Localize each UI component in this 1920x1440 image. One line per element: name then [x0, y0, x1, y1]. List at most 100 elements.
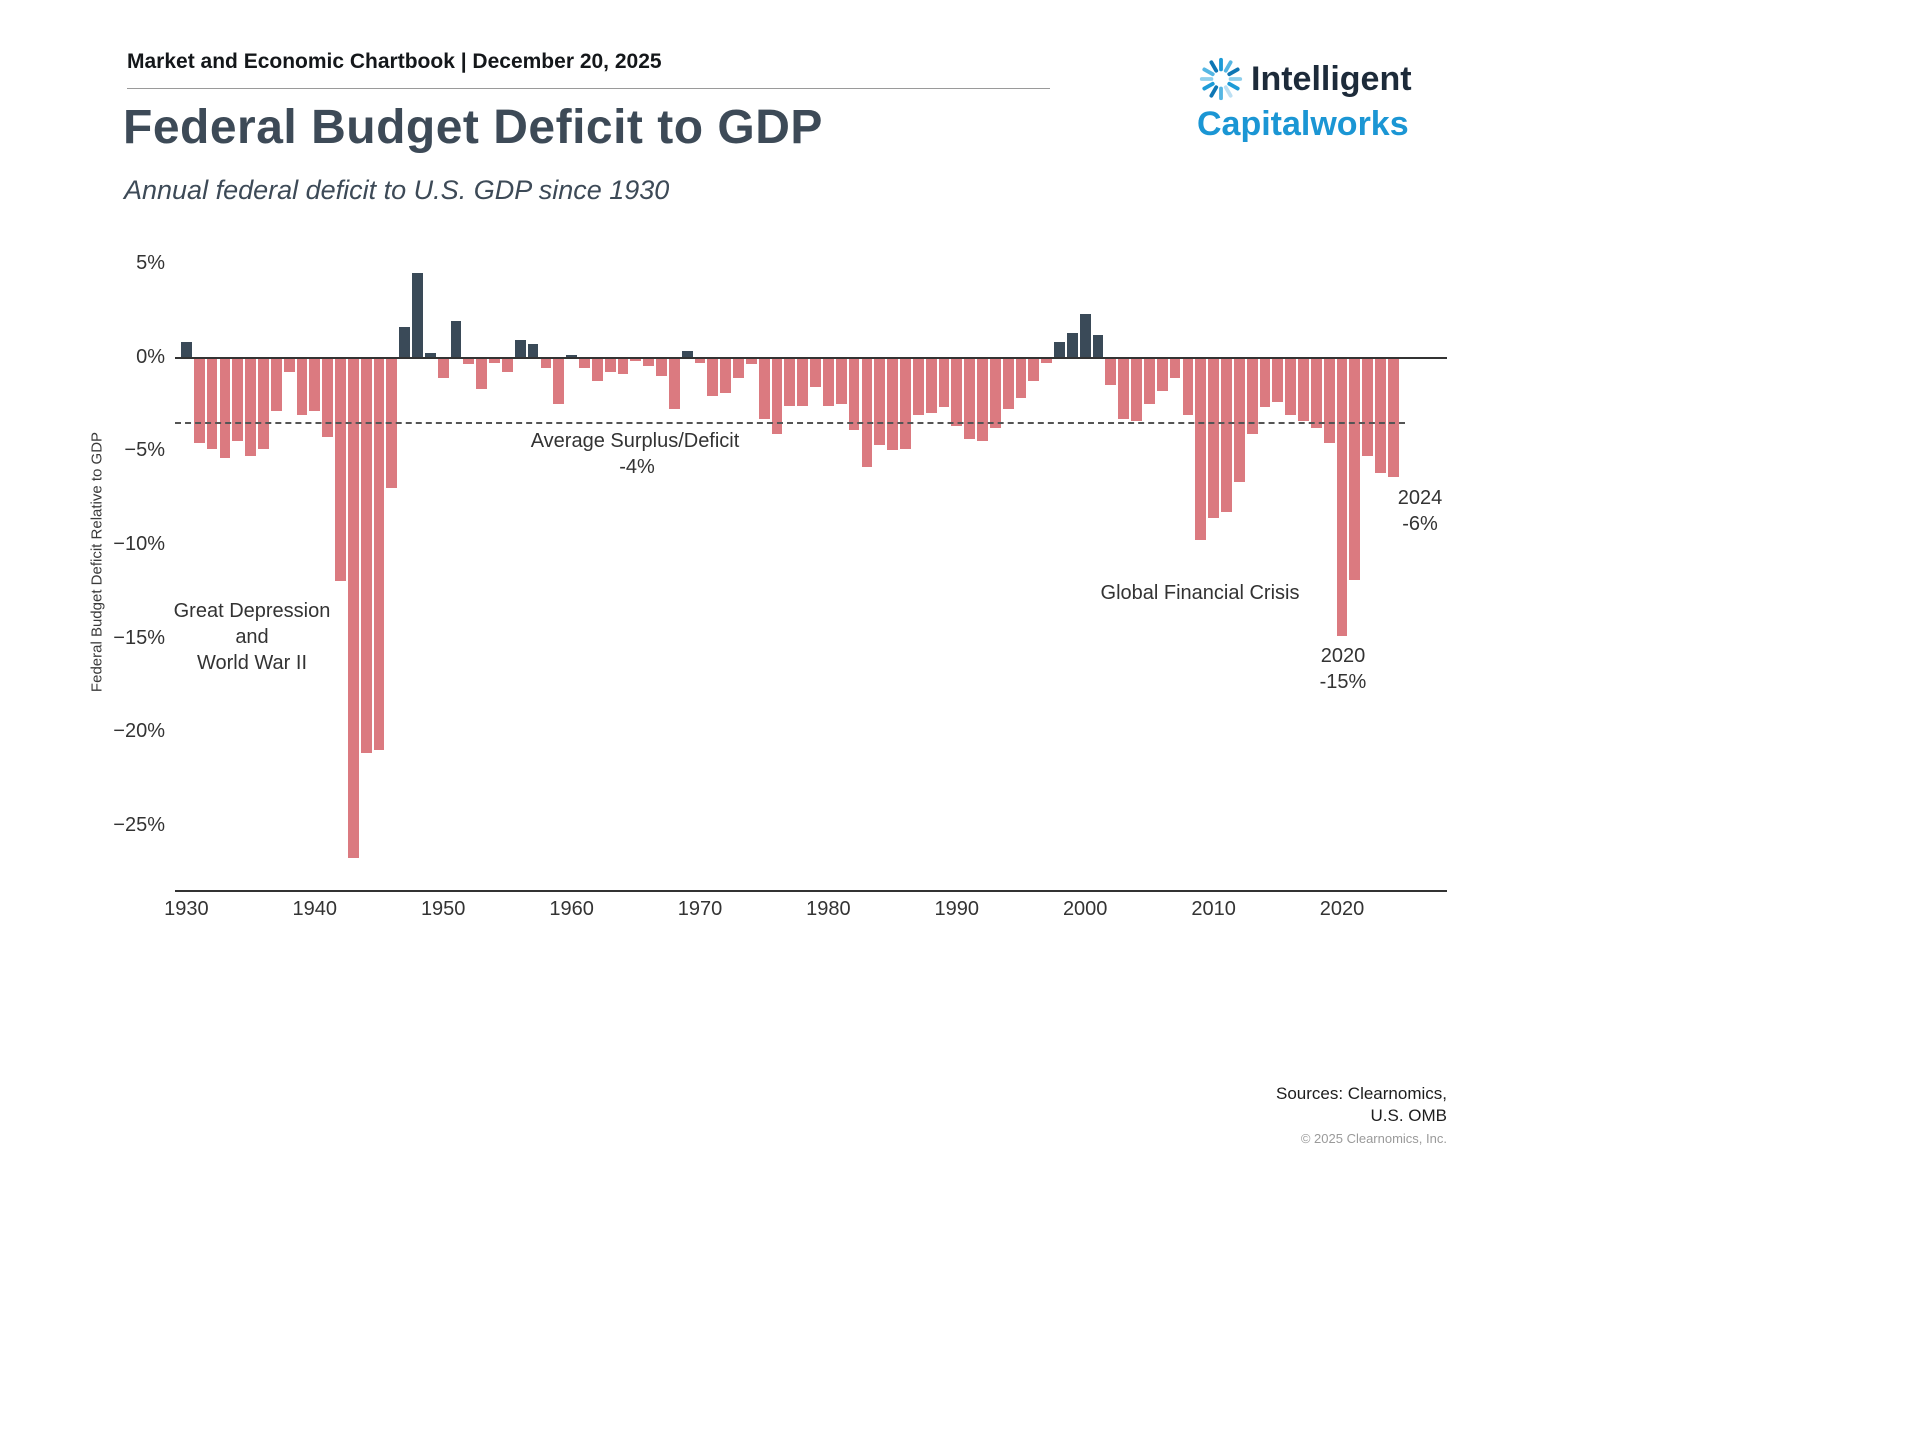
bar-1996: [1028, 356, 1040, 382]
bar-2005: [1144, 356, 1155, 404]
bar-1930: [181, 342, 192, 357]
x-tick-1980: 1980: [806, 898, 851, 920]
x-tick-2000: 2000: [1062, 898, 1108, 920]
copyright: © 2025 Clearnomics, Inc.: [1300, 1131, 1447, 1146]
bar-2022: [1362, 356, 1374, 457]
bar-2024: [1387, 356, 1399, 477]
y-tick--5: −5%: [124, 439, 165, 462]
y-tick--15: −15%: [113, 626, 165, 649]
x-tick-1990: 1990: [934, 898, 980, 920]
bar-1949: [424, 353, 436, 357]
x-tick-2020: 2020: [1319, 898, 1365, 920]
bar-1957: [527, 343, 539, 357]
bar-1975: [758, 356, 770, 419]
bar-1948: [412, 272, 423, 357]
bar-1997: [1041, 356, 1053, 363]
bar-1992: [977, 356, 988, 442]
x-tick-1950: 1950: [420, 898, 466, 920]
bar-2018: [1310, 356, 1322, 429]
starburst-icon: [1199, 57, 1243, 101]
x-tick-1960: 1960: [549, 898, 594, 920]
y-tick--20: −20%: [113, 720, 165, 743]
bar-1944: [360, 356, 372, 754]
page-subtitle: Annual federal deficit to U.S. GDP since…: [124, 175, 670, 205]
bar-1970: [694, 356, 706, 363]
header-divider: [127, 88, 1050, 89]
bar-1990: [951, 356, 963, 427]
page-title: Federal Budget Deficit to GDP: [123, 101, 823, 154]
annotation-2024: 2024 -6%: [1397, 487, 1443, 535]
bar-1947: [399, 327, 411, 357]
annotation-gfc: Global Financial Crisis: [1100, 582, 1300, 604]
bar-2011: [1221, 356, 1232, 513]
bar-1939: [296, 356, 308, 415]
bar-2010: [1208, 356, 1219, 518]
bar-2009: [1195, 356, 1207, 541]
bar-2013: [1246, 356, 1258, 434]
sources-block: Sources: Clearnomics, U.S. OMB © 2025 Cl…: [1276, 1083, 1447, 1146]
bar-2002: [1105, 356, 1117, 386]
annotation-2020: 2020 -15%: [1319, 645, 1367, 693]
bar-2012: [1233, 356, 1245, 483]
x-tick-1940: 1940: [292, 898, 338, 920]
bar-1937: [270, 356, 282, 412]
bar-2016: [1285, 356, 1297, 415]
bar-2007: [1169, 356, 1181, 378]
bar-1983: [861, 356, 873, 468]
bar-1971: [707, 356, 719, 397]
bar-1968: [668, 356, 680, 410]
y-tick-0: 0%: [136, 345, 165, 368]
bar-1998: [1054, 342, 1065, 357]
bar-2008: [1182, 356, 1194, 415]
bar-1999: [1066, 332, 1078, 357]
bar-1966: [643, 356, 655, 367]
x-tick-1930: 1930: [164, 898, 209, 920]
zero-axis-line: [175, 356, 1447, 359]
sources-line2: U.S. OMB: [1370, 1106, 1447, 1125]
bar-1934: [232, 356, 244, 442]
bar-1976: [771, 356, 783, 434]
annotation-great-depression: Great Depression and World War II: [173, 600, 331, 674]
x-tick-2010: 2010: [1191, 898, 1236, 920]
bar-1938: [283, 356, 295, 372]
bar-1974: [745, 356, 757, 365]
bar-1945: [373, 356, 385, 750]
brand-name-top: Intelligent: [1251, 60, 1412, 98]
y-tick-5: 5%: [136, 252, 165, 275]
bar-1981: [835, 356, 847, 404]
bar-1985: [887, 356, 898, 451]
bar-1987: [912, 356, 924, 415]
bar-2000: [1079, 313, 1091, 357]
bar-1967: [656, 356, 667, 376]
y-tick--10: −10%: [113, 533, 165, 555]
bar-2021: [1349, 356, 1361, 580]
bar-2001: [1092, 334, 1104, 357]
bottom-axis-line: [175, 890, 1447, 892]
bar-1963: [604, 356, 616, 372]
bar-2023: [1375, 356, 1386, 473]
bar-2017: [1298, 356, 1309, 421]
bar-2004: [1131, 356, 1142, 421]
bar-1982: [848, 356, 860, 430]
bar-1961: [579, 356, 590, 369]
bar-1977: [784, 356, 796, 406]
bar-1950: [437, 356, 449, 378]
chartbook-header: Market and Economic Chartbook | December…: [127, 50, 662, 73]
bar-2019: [1323, 356, 1335, 443]
bar-1942: [335, 356, 346, 582]
bar-1941: [322, 356, 334, 438]
bar-1995: [1015, 356, 1027, 399]
plot-area: [175, 253, 1447, 892]
sources-line1: Sources: Clearnomics,: [1275, 1084, 1447, 1103]
annotation-average-label: Average Surplus/Deficit: [530, 430, 740, 452]
bar-1952: [463, 356, 475, 365]
bar-1951: [450, 321, 462, 357]
bar-1984: [874, 356, 886, 445]
bar-1943: [347, 356, 359, 859]
bar-1980: [823, 356, 834, 406]
y-axis-title: Federal Budget Deficit Relative to GDP: [88, 431, 106, 693]
bar-1978: [797, 356, 809, 406]
brand-logo: Intelligent Capitalworks: [1197, 55, 1412, 144]
bar-2014: [1259, 356, 1271, 408]
